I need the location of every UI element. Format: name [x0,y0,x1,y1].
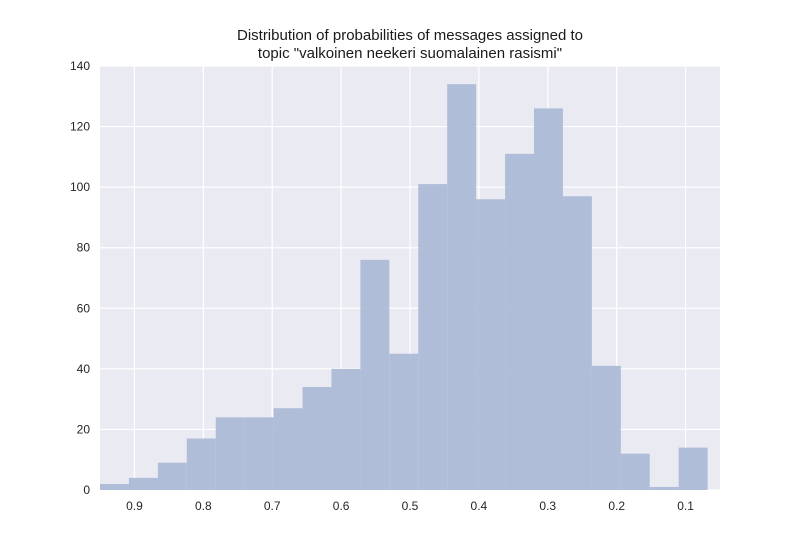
x-tick-label: 0.2 [608,499,625,513]
histogram-bar [591,365,621,490]
histogram-bar [186,438,216,490]
y-tick-label: 0 [83,483,90,497]
x-axis-ticks: 0.9 0.8 0.7 0.6 0.5 0.4 0.3 0.2 0.1 [126,499,694,513]
x-tick-label: 0.4 [471,499,488,513]
histogram-bar [678,447,708,490]
histogram-bar [447,84,477,491]
y-tick-label: 80 [77,241,91,255]
x-tick-label: 0.7 [264,499,281,513]
x-tick-label: 0.6 [333,499,350,513]
histogram-bars [100,84,708,491]
histogram-bar [360,259,390,490]
x-tick-label: 0.1 [677,499,694,513]
y-tick-label: 40 [77,362,91,376]
chart-title-line-2: topic "valkoinen neekeri suomalainen ras… [258,45,562,62]
histogram-bar [157,462,187,490]
chart-title-line-1: Distribution of probabilities of message… [237,27,583,44]
histogram-bar [562,196,592,490]
histogram-bar [620,453,650,490]
x-tick-label: 0.9 [126,499,143,513]
histogram-bar [273,408,303,490]
y-tick-label: 120 [70,120,90,134]
y-axis-ticks: 0 20 40 60 80 100 120 140 [70,59,90,497]
histogram-bar [244,417,274,490]
histogram-bar [649,486,679,490]
histogram-bar [215,417,245,490]
y-tick-label: 100 [70,180,90,194]
histogram-bar [302,387,332,490]
histogram-bar [331,368,361,490]
histogram-bar [534,108,563,491]
x-tick-label: 0.8 [195,499,212,513]
histogram-bar [128,477,158,490]
y-tick-label: 60 [77,301,91,315]
histogram-bar [389,353,419,490]
histogram-bar [505,153,534,491]
y-tick-label: 20 [77,422,91,436]
histogram-bar [476,199,506,490]
histogram-bar [418,184,448,490]
x-tick-label: 0.3 [539,499,556,513]
y-tick-label: 140 [70,59,90,73]
x-tick-label: 0.5 [402,499,419,513]
histogram-bar [100,483,129,490]
